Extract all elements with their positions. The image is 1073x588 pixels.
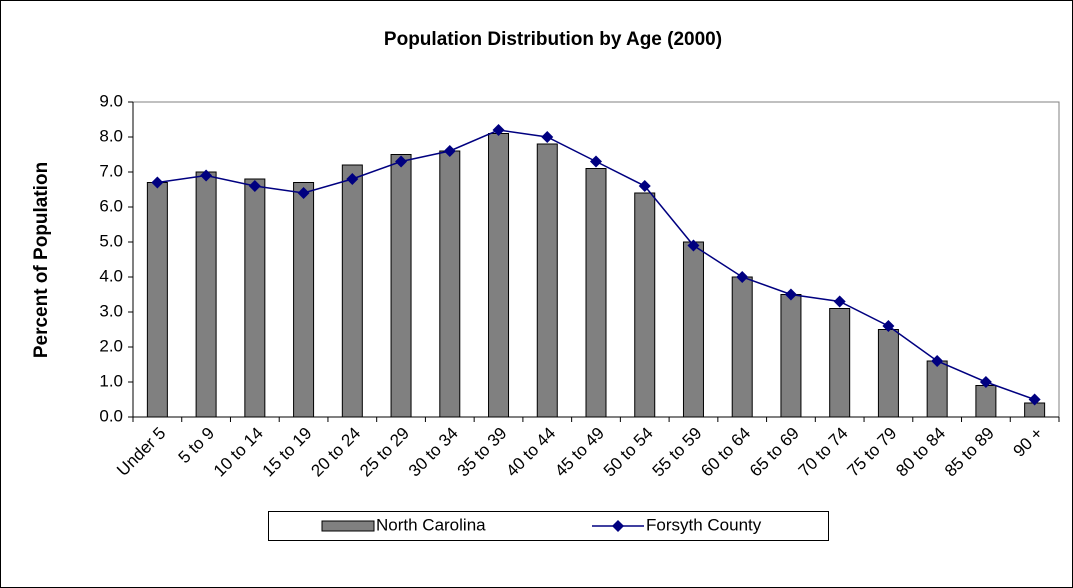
y-tick-label: 1.0 [99,371,123,390]
y-tick-label: 2.0 [99,336,123,355]
y-tick-label: 5.0 [99,231,123,250]
y-tick-label: 8.0 [99,126,123,145]
marker [443,145,456,157]
legend-label: North Carolina [376,515,486,534]
y-tick-label: 4.0 [99,266,123,285]
bar [195,171,217,418]
bar [634,192,656,418]
bar [585,168,607,418]
marker [736,271,749,283]
bar [341,164,363,418]
bar [975,385,997,418]
marker [541,131,554,143]
marker [931,355,944,367]
bar [390,154,412,418]
marker [200,169,213,182]
y-axis-label: Percent of Population [31,162,52,358]
marker [151,176,164,189]
legend-key [321,520,375,532]
bar [926,360,948,418]
bar [877,329,899,418]
marker [346,173,359,185]
chart-title: Population Distribution by Age (2000) [384,29,722,50]
marker [882,320,895,332]
marker [833,295,846,308]
bar [439,150,461,418]
bar [731,276,753,418]
bar [780,294,802,418]
marker [638,180,651,192]
bar [829,308,851,418]
marker [784,288,797,301]
legend-key-marker [612,520,624,532]
y-tick-label: 0.0 [99,406,123,425]
marker [395,155,408,168]
y-tick-label: 3.0 [99,301,123,320]
bar [146,182,168,418]
bar [244,178,266,418]
marker [248,180,261,192]
bar [682,241,704,418]
marker [979,376,992,388]
y-tick-label: 7.0 [99,161,123,180]
marker [492,124,505,136]
marker [687,239,700,252]
bar [536,143,558,418]
y-tick-label: 6.0 [99,196,123,215]
marker [297,187,310,199]
bar [488,133,510,418]
marker [590,155,602,168]
marker [1028,393,1041,406]
y-tick-label: 9.0 [99,91,123,110]
legend-label: Forsyth County [646,515,762,534]
bar [293,182,315,418]
